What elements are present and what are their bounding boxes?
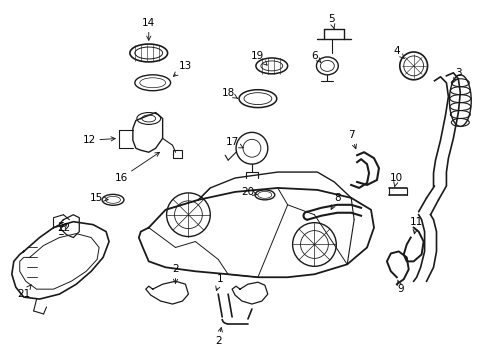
Text: 21: 21	[17, 285, 31, 299]
Text: 22: 22	[57, 222, 70, 233]
Text: 19: 19	[251, 51, 266, 65]
Text: 2: 2	[172, 264, 179, 283]
Bar	[172, 150, 182, 158]
Text: 15: 15	[89, 193, 108, 203]
Text: 18: 18	[221, 88, 237, 98]
Text: 6: 6	[310, 51, 320, 62]
Text: 12: 12	[82, 135, 115, 145]
Text: 1: 1	[215, 274, 223, 291]
Text: 2: 2	[214, 328, 222, 346]
Text: 4: 4	[393, 46, 404, 58]
Text: 10: 10	[389, 173, 403, 187]
Text: 20: 20	[241, 187, 257, 197]
Text: 7: 7	[347, 130, 356, 149]
Text: 3: 3	[453, 68, 461, 82]
Text: 11: 11	[409, 217, 423, 234]
Text: 14: 14	[142, 18, 155, 40]
Text: 13: 13	[173, 61, 192, 76]
Text: 5: 5	[327, 14, 334, 28]
Text: 16: 16	[114, 152, 159, 183]
Text: 8: 8	[330, 193, 340, 210]
Text: 9: 9	[397, 280, 403, 294]
Text: 17: 17	[225, 137, 243, 148]
